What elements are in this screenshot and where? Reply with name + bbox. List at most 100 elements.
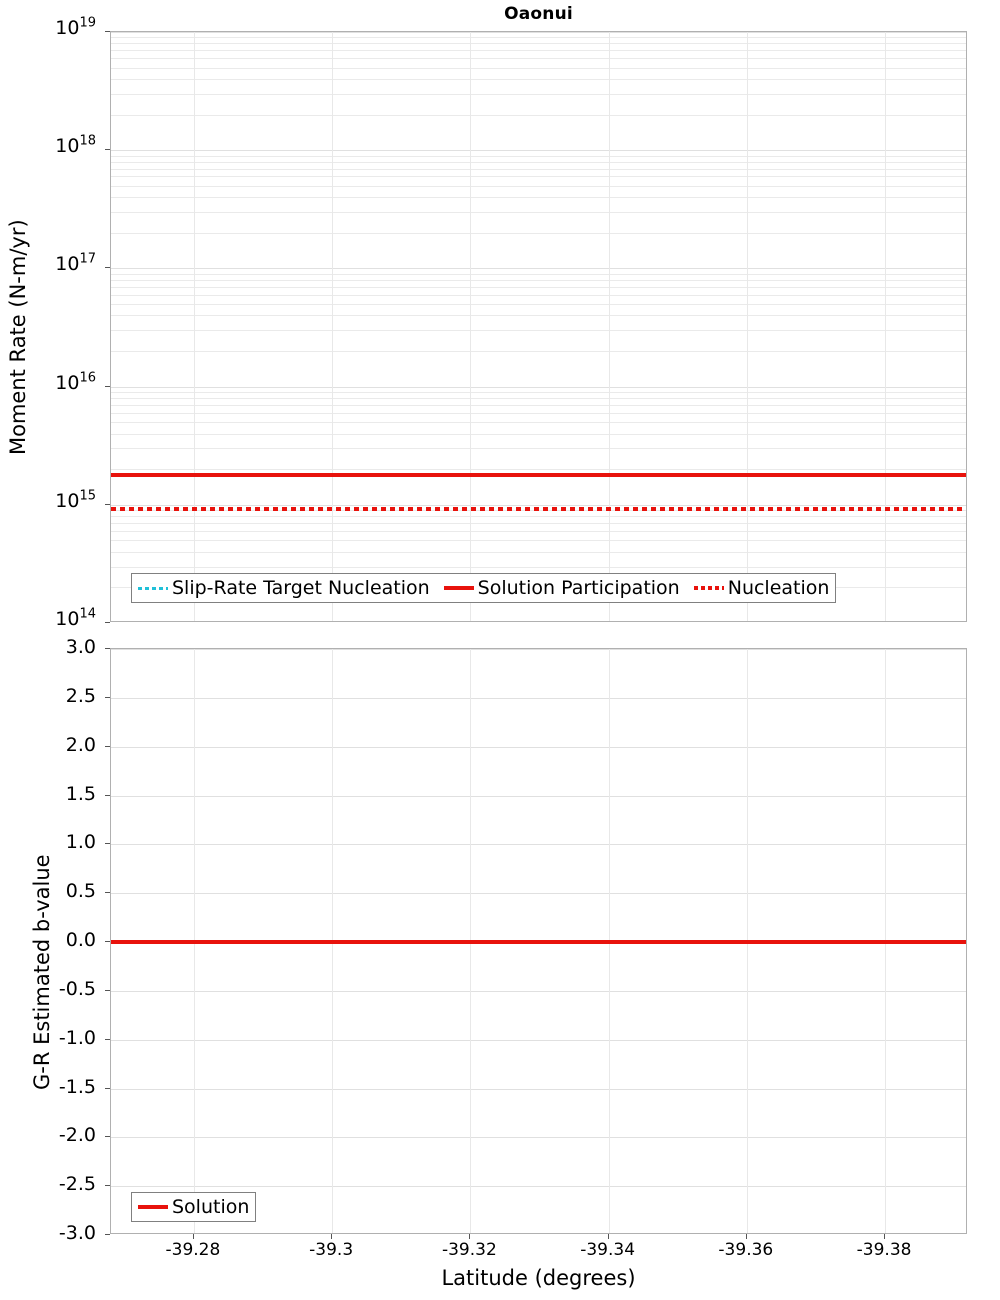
minor-gridline [111,412,966,414]
xtick-label: -39.32 [441,1240,497,1260]
page-title: Oaonui [504,4,573,24]
minor-gridline [111,155,966,157]
ytick-label: 1016 [55,370,96,393]
minor-gridline [111,37,966,39]
ytick-mark [105,1038,110,1040]
major-gridline [111,386,966,388]
ytick-mark [105,385,110,387]
legend-swatch-solid-red-icon [443,586,474,590]
ytick-label: -0.5 [58,977,96,1000]
xtick-mark [745,1234,747,1239]
minor-gridline [111,286,966,288]
moment-rate-axis-title: Moment Rate (N-m/yr) [6,219,30,455]
legend-swatch-solid-red-icon [138,1205,168,1209]
minor-gridline [111,43,966,45]
ytick-label: -2.5 [58,1173,96,1196]
bvalue-ytick-labels: 3.0 2.5 2.0 1.5 1.0 0.5 0.0 -0.5 -1.0 -1.5 -2.0 -2.… [0,636,104,1244]
ytick-mark [105,1234,110,1235]
xtick-mark [192,1234,194,1239]
vertical-gridline [608,32,610,621]
legend-label: Nucleation [727,577,830,599]
major-gridline [111,697,966,699]
ytick-mantissa: 10 [55,135,80,158]
ytick-mantissa: 10 [55,608,80,630]
ytick-label: 2.5 [65,684,96,707]
minor-gridline [111,433,966,435]
ytick-exponent: 14 [79,606,96,622]
ytick-label: 0.5 [65,880,96,903]
minor-gridline [111,330,966,332]
bvalue-plot-area [110,648,967,1234]
minor-gridline [111,161,966,163]
ytick-label: -3.0 [58,1222,96,1244]
xtick-label: -39.38 [856,1240,912,1260]
minor-gridline [111,197,966,199]
ytick-mark [105,941,110,942]
legend-label: Slip-Rate Target Nucleation [172,577,430,599]
vertical-gridline [885,32,887,621]
legend-entry[interactable]: Solution Participation [443,577,680,599]
major-gridline [111,795,966,797]
ytick-mark [105,503,110,505]
xtick-mark [469,1234,471,1239]
ytick-mark [105,31,110,32]
major-gridline [111,1137,966,1139]
ytick-exponent: 16 [79,370,96,386]
xtick-label: -39.36 [718,1240,774,1260]
ytick-mark [105,745,110,747]
ytick-mark [105,267,110,269]
major-gridline [111,1186,966,1188]
minor-gridline [111,294,966,296]
ytick-mark [105,1136,110,1138]
ytick-label: -2.0 [58,1124,96,1147]
ytick-mantissa: 10 [55,489,80,512]
legend-entry[interactable]: Solution [138,1196,249,1218]
minor-gridline [111,351,966,353]
ytick-label: 3.0 [65,636,96,658]
minor-gridline [111,516,966,518]
ytick-label: 1.5 [65,782,96,805]
minor-gridline [111,67,966,69]
minor-gridline [111,469,966,471]
xtick-label: -39.28 [165,1240,221,1260]
ytick-mark [105,149,110,151]
ytick-label: 2.0 [65,733,96,756]
legend-entry[interactable]: Nucleation [693,577,830,599]
ytick-exponent: 15 [79,488,96,504]
minor-gridline [111,212,966,213]
xtick-mark [884,1234,886,1239]
vertical-gridline [193,32,195,621]
minor-gridline [111,114,966,116]
minor-gridline [111,185,966,187]
minor-gridline [111,510,966,512]
moment-rate-ytick-labels: 1019 1018 1017 1016 1015 1014 [0,17,104,630]
minor-gridline [111,58,966,60]
ytick-label: 1015 [55,488,96,512]
major-gridline [111,649,966,650]
vertical-gridline [470,32,472,621]
minor-gridline [111,273,966,275]
minor-gridline [111,404,966,406]
minor-gridline [111,168,966,170]
ytick-mark [105,1087,110,1089]
bvalue-axis-title: G-R Estimated b-value [30,854,54,1090]
legend-label: Solution [172,1196,250,1218]
moment-rate-plot-area [110,31,967,622]
xtick-label: -39.34 [580,1240,636,1260]
minor-gridline [111,93,966,95]
minor-gridline [111,523,966,525]
legend-entry[interactable]: Slip-Rate Target Nucleation [138,577,430,599]
minor-gridline [111,303,966,305]
ytick-mark [105,794,110,796]
ytick-exponent: 17 [79,252,96,268]
minor-gridline [111,566,966,568]
ytick-label: 1014 [55,608,96,630]
moment-rate-legend[interactable]: Slip-Rate Target Nucleation Solution Part… [131,573,837,603]
ytick-label: 1018 [55,135,96,157]
ytick-mark [105,892,110,894]
minor-gridline [111,176,966,178]
major-gridline [111,32,966,33]
bvalue-legend[interactable]: Solution [131,1192,257,1222]
ytick-mantissa: 10 [55,253,80,276]
